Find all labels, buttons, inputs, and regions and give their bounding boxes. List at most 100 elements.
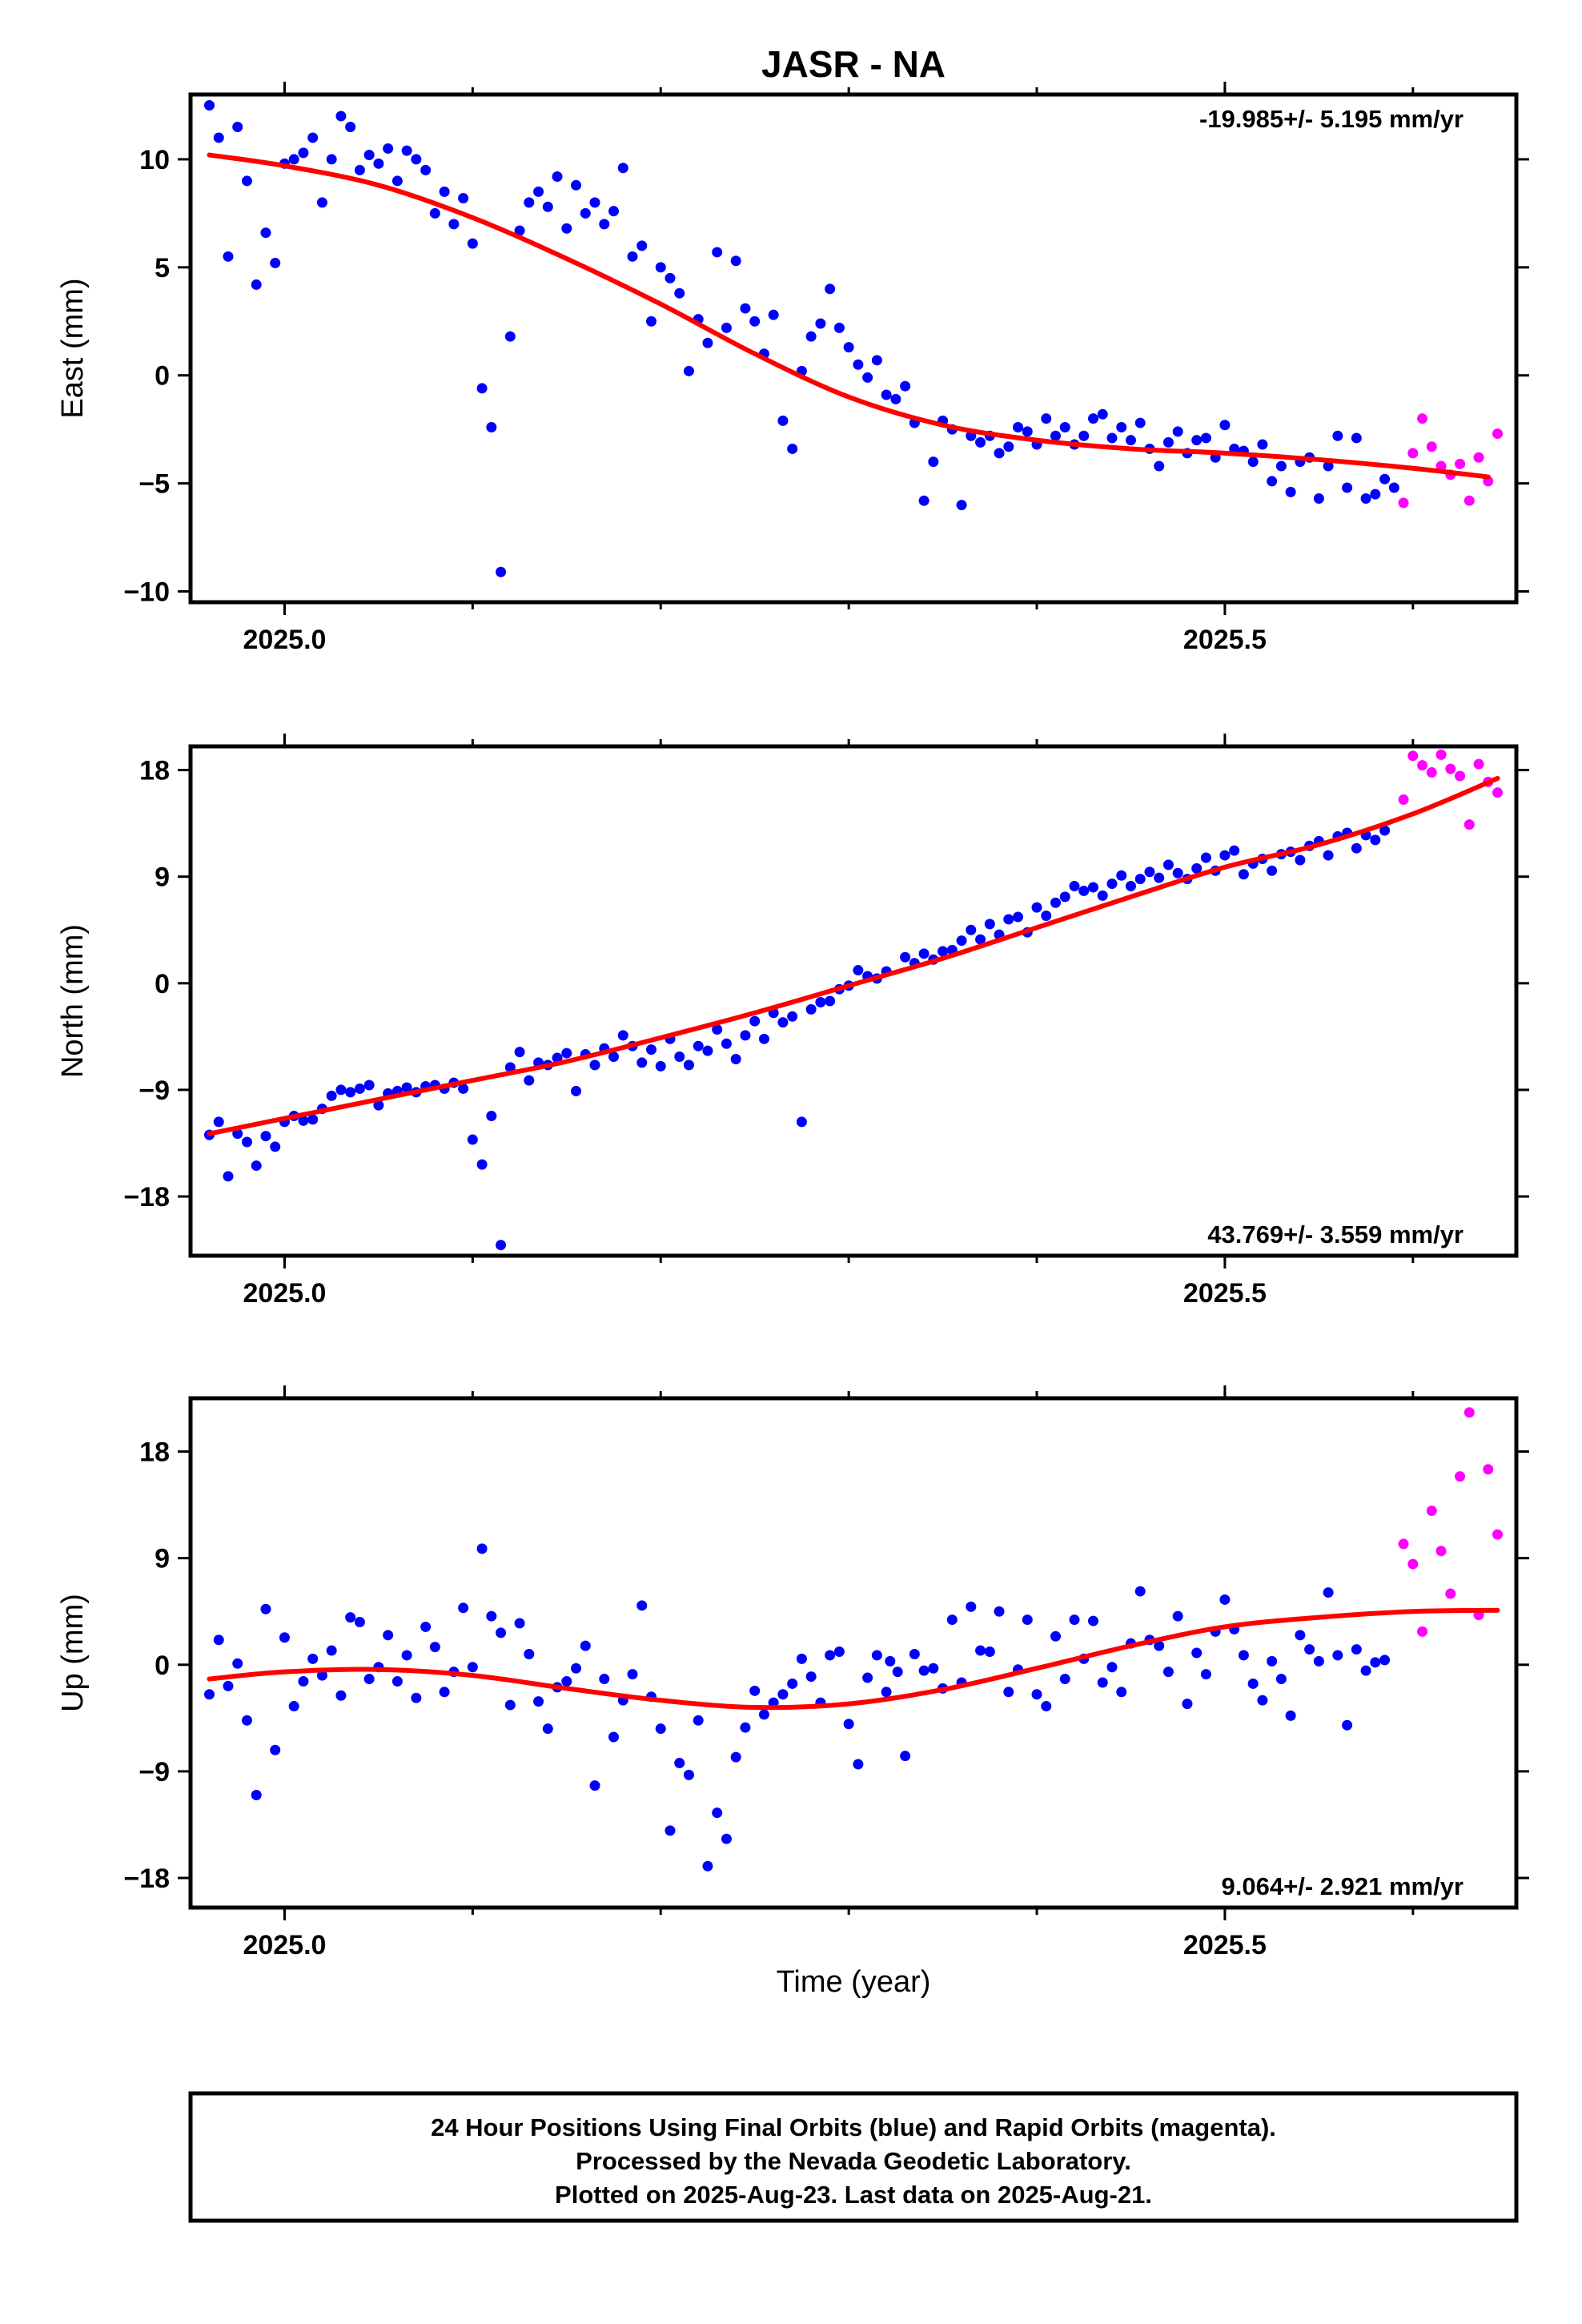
east-final-point	[1200, 432, 1211, 444]
up-final-point	[391, 1675, 403, 1687]
up-final-point	[693, 1715, 704, 1726]
north-rapid-point	[1492, 787, 1504, 798]
north-final-point	[1219, 850, 1231, 861]
up-final-point	[1172, 1610, 1183, 1622]
east-final-point	[1388, 482, 1399, 493]
north-panel: 2025.0 2025.5 −18 −9 0 9 18 North (mm) 43.769+/-…	[56, 734, 1529, 1309]
up-final-point	[721, 1833, 732, 1844]
east-rapid-point	[1455, 458, 1466, 469]
up-final-point	[909, 1648, 920, 1659]
up-final-point	[213, 1634, 224, 1646]
up-final-point	[702, 1860, 713, 1872]
east-final-point	[890, 393, 901, 404]
north-final-point	[956, 935, 967, 947]
up-final-point	[1257, 1695, 1268, 1706]
east-final-point	[683, 365, 694, 376]
footer-box	[188, 2091, 1519, 2223]
up-final-point	[900, 1751, 911, 1762]
north-final-point	[223, 1171, 234, 1182]
north-final-point	[298, 1115, 309, 1126]
north-final-point	[825, 995, 836, 1007]
east-final-point	[251, 279, 262, 290]
up-y-tick-label: 0	[155, 1651, 170, 1681]
north-final-point	[1116, 870, 1127, 881]
east-final-point	[1267, 476, 1278, 487]
north-final-point	[260, 1131, 271, 1142]
up-final-point	[758, 1709, 769, 1720]
east-final-point	[241, 175, 252, 187]
east-final-point	[401, 145, 412, 156]
east-rapid-point	[1407, 448, 1419, 459]
east-final-point	[1257, 439, 1268, 450]
north-final-point	[467, 1134, 478, 1145]
north-final-point	[1041, 911, 1052, 922]
north-final-point	[777, 1017, 789, 1028]
east-final-point	[561, 223, 572, 234]
north-final-point	[758, 1033, 769, 1044]
up-final-point	[805, 1671, 817, 1683]
east-final-point	[825, 283, 836, 295]
north-final-point	[918, 948, 930, 959]
east-final-point	[702, 337, 713, 348]
north-fit-line	[207, 775, 1500, 1136]
north-final-point	[1031, 902, 1042, 913]
east-y-tick-label: 0	[155, 361, 170, 392]
north-final-point	[853, 965, 864, 976]
up-final-point	[561, 1675, 572, 1687]
east-final-point	[429, 207, 440, 219]
east-final-point	[439, 186, 450, 197]
east-final-point	[1172, 426, 1183, 437]
east-final-point	[1275, 460, 1287, 472]
up-final-point	[345, 1612, 356, 1623]
north-rapid-point	[1464, 819, 1475, 830]
up-final-point	[1238, 1650, 1249, 1661]
up-rapid-point	[1398, 1538, 1409, 1550]
east-final-point	[1360, 493, 1371, 505]
x-axis-label: Time (year)	[777, 1965, 931, 1999]
east-rapid-point	[1417, 413, 1428, 424]
up-rapid-point	[1417, 1626, 1428, 1637]
up-final-point	[1313, 1655, 1324, 1667]
north-final-point	[476, 1159, 488, 1170]
north-final-point	[1013, 911, 1024, 923]
north-final-point	[524, 1075, 535, 1086]
east-plot-frame	[188, 92, 1519, 605]
north-final-point	[1379, 825, 1391, 836]
up-y-axis-label: Up (mm)	[56, 1594, 90, 1712]
east-final-point	[1379, 473, 1391, 485]
north-rate-label: 43.769+/- 3.559 mm/yr	[1207, 1220, 1464, 1248]
up-rapid-point	[1407, 1558, 1419, 1570]
east-final-point	[373, 158, 384, 169]
north-final-point	[1050, 897, 1062, 908]
up-plot-frame	[188, 1396, 1519, 1910]
east-final-point	[552, 171, 563, 183]
up-final-point	[1003, 1687, 1014, 1698]
up-final-point	[892, 1667, 903, 1678]
up-final-point	[223, 1680, 234, 1691]
east-final-point	[504, 331, 516, 342]
east-final-point	[881, 389, 892, 400]
north-final-point	[1162, 859, 1174, 870]
north-final-point	[1144, 866, 1155, 878]
east-final-point	[1162, 436, 1174, 448]
east-final-point	[918, 495, 930, 506]
north-final-point	[1069, 881, 1080, 892]
north-final-point	[1003, 914, 1014, 925]
north-final-point	[984, 919, 995, 930]
north-final-point	[213, 1116, 224, 1128]
up-final-point	[994, 1606, 1005, 1617]
east-final-point	[1370, 489, 1381, 500]
east-final-point	[213, 132, 224, 143]
north-final-point	[401, 1082, 412, 1093]
up-final-point	[1360, 1665, 1371, 1676]
north-final-point	[486, 1110, 497, 1121]
east-final-point	[862, 372, 873, 383]
up-final-point	[203, 1689, 215, 1700]
east-final-point	[833, 322, 845, 333]
east-final-point	[270, 257, 281, 268]
up-x-tick-label: 2025.0	[243, 1930, 326, 1960]
up-final-point	[1031, 1689, 1042, 1700]
north-final-point	[1097, 890, 1108, 901]
up-final-point	[232, 1658, 243, 1669]
east-final-point	[768, 309, 779, 320]
